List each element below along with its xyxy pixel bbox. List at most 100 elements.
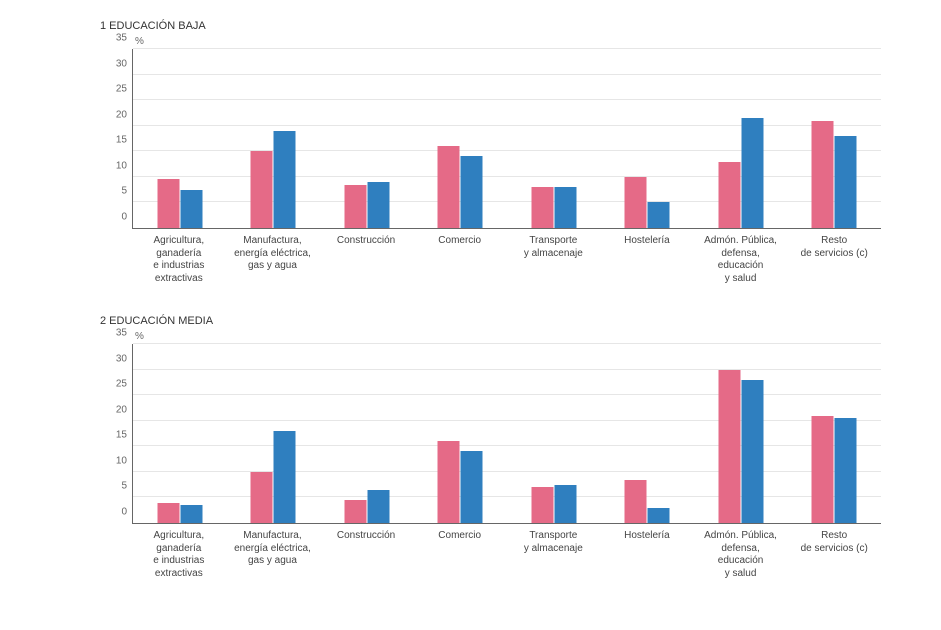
bar-group bbox=[320, 49, 414, 228]
bar-series-b bbox=[461, 156, 483, 228]
bar-group bbox=[601, 344, 695, 523]
x-tick-label: Admón. Pública,defensa,educacióny salud bbox=[694, 530, 788, 580]
chart-plot-area: 05101520253035 bbox=[110, 344, 881, 524]
bar-pair bbox=[812, 344, 857, 523]
bar-pair bbox=[625, 49, 670, 228]
y-tick-label: 20 bbox=[116, 404, 127, 415]
bar-series-a bbox=[625, 177, 647, 228]
y-tick-label: 15 bbox=[116, 135, 127, 146]
bar-series-a bbox=[531, 187, 553, 228]
y-tick-label: 35 bbox=[116, 328, 127, 339]
bar-group bbox=[227, 344, 321, 523]
bar-series-a bbox=[251, 472, 273, 523]
bar-group bbox=[694, 49, 788, 228]
bar-series-b bbox=[367, 182, 389, 228]
bar-group bbox=[507, 344, 601, 523]
y-tick-label: 30 bbox=[116, 58, 127, 69]
bar-group bbox=[133, 49, 227, 228]
bar-series-b bbox=[461, 451, 483, 523]
bar-series-b bbox=[274, 431, 296, 523]
y-axis-unit: % bbox=[135, 331, 901, 342]
x-tick-label: Construcción bbox=[319, 235, 413, 285]
y-tick-label: 25 bbox=[116, 379, 127, 390]
bar-series-b bbox=[835, 136, 857, 228]
bar-pair bbox=[438, 344, 483, 523]
bar-pair bbox=[344, 344, 389, 523]
plot: 05101520253035 bbox=[132, 344, 881, 524]
bar-series-a bbox=[718, 370, 740, 523]
bar-series-b bbox=[274, 131, 296, 228]
y-tick-label: 10 bbox=[116, 455, 127, 466]
y-tick-label: 5 bbox=[121, 186, 127, 197]
bar-groups bbox=[133, 49, 881, 228]
bar-series-a bbox=[251, 151, 273, 228]
x-tick-label: Hostelería bbox=[600, 530, 694, 580]
bar-groups bbox=[133, 344, 881, 523]
bar-series-a bbox=[157, 503, 179, 523]
bar-group bbox=[788, 49, 882, 228]
bar-series-b bbox=[648, 508, 670, 523]
x-tick-label: Restode servicios (c) bbox=[787, 530, 881, 580]
bar-pair bbox=[251, 49, 296, 228]
bar-series-b bbox=[554, 187, 576, 228]
bar-pair bbox=[157, 344, 202, 523]
y-tick-label: 30 bbox=[116, 353, 127, 364]
bar-pair bbox=[251, 344, 296, 523]
bar-pair bbox=[718, 49, 763, 228]
y-tick-label: 35 bbox=[116, 33, 127, 44]
bar-pair bbox=[625, 344, 670, 523]
y-tick-label: 10 bbox=[116, 160, 127, 171]
bar-series-b bbox=[180, 190, 202, 228]
bar-series-a bbox=[344, 185, 366, 228]
bar-group bbox=[414, 49, 508, 228]
x-tick-label: Comercio bbox=[413, 235, 507, 285]
chart-plot-area: 05101520253035 bbox=[110, 49, 881, 229]
bar-pair bbox=[438, 49, 483, 228]
bar-series-a bbox=[438, 146, 460, 228]
x-tick-label: Restode servicios (c) bbox=[787, 235, 881, 285]
bar-pair bbox=[531, 49, 576, 228]
bar-group bbox=[227, 49, 321, 228]
x-tick-label: Admón. Pública,defensa,educacióny salud bbox=[694, 235, 788, 285]
bar-series-a bbox=[344, 500, 366, 523]
x-tick-label: Agricultura,ganaderíae industriasextract… bbox=[132, 235, 226, 285]
bar-series-a bbox=[438, 441, 460, 523]
plot: 05101520253035 bbox=[132, 49, 881, 229]
x-tick-label: Comercio bbox=[413, 530, 507, 580]
bar-series-a bbox=[812, 121, 834, 228]
bar-series-b bbox=[554, 485, 576, 523]
chart-panel-p2: 2 EDUCACIÓN MEDIA% 05101520253035 Agricult… bbox=[40, 315, 901, 580]
bar-series-a bbox=[157, 179, 179, 228]
y-tick-label: 5 bbox=[121, 481, 127, 492]
bar-group bbox=[788, 344, 882, 523]
bar-pair bbox=[344, 49, 389, 228]
bar-pair bbox=[718, 344, 763, 523]
y-tick-label: 25 bbox=[116, 84, 127, 95]
bar-group bbox=[601, 49, 695, 228]
bar-pair bbox=[157, 49, 202, 228]
bar-series-b bbox=[180, 505, 202, 523]
bar-series-a bbox=[531, 487, 553, 523]
bar-series-b bbox=[835, 418, 857, 523]
bar-series-a bbox=[718, 162, 740, 228]
bar-group bbox=[507, 49, 601, 228]
x-tick-label: Manufactura,energía eléctrica,gas y agua bbox=[226, 530, 320, 580]
panel-title: 1 EDUCACIÓN BAJA bbox=[100, 20, 901, 32]
bar-group bbox=[694, 344, 788, 523]
bar-series-b bbox=[741, 118, 763, 228]
bar-series-b bbox=[648, 202, 670, 228]
x-axis-labels: Agricultura,ganaderíae industriasextract… bbox=[132, 530, 881, 580]
y-tick-label: 20 bbox=[116, 109, 127, 120]
bar-series-b bbox=[741, 380, 763, 523]
chart-panel-p1: 1 EDUCACIÓN BAJA%05101520253035Agricultu… bbox=[40, 20, 901, 285]
bar-group bbox=[133, 344, 227, 523]
y-tick-label: 0 bbox=[121, 212, 127, 223]
y-tick-label: 15 bbox=[116, 430, 127, 441]
y-axis-unit: % bbox=[135, 36, 901, 47]
panel-title: 2 EDUCACIÓN MEDIA bbox=[100, 315, 901, 327]
bar-pair bbox=[531, 344, 576, 523]
bar-group bbox=[414, 344, 508, 523]
x-tick-label: Transportey almacenaje bbox=[507, 530, 601, 580]
x-axis-labels: Agricultura,ganaderíae industriasextract… bbox=[132, 235, 881, 285]
x-tick-label: Transportey almacenaje bbox=[507, 235, 601, 285]
